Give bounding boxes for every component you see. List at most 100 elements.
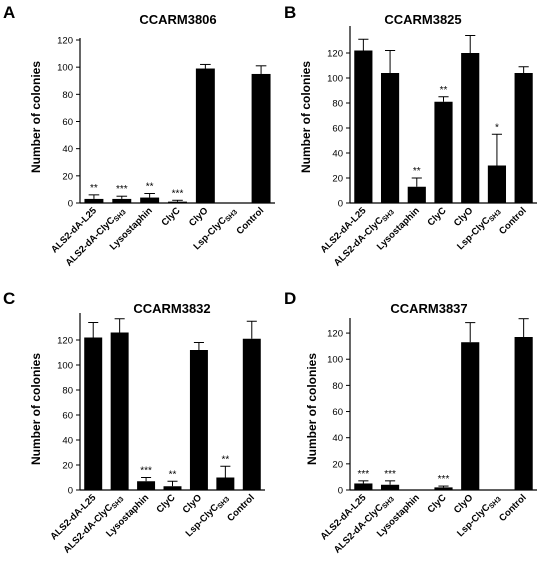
x-tick-label: Lysostaphin — [108, 205, 155, 252]
panel-b: B CCARM3825 Number of colonies 0 20 40 60 80… — [284, 3, 537, 269]
bar — [137, 481, 156, 490]
y-tick-label: 40 — [62, 144, 73, 155]
significance-label: *** — [438, 474, 450, 485]
y-tick-label: 80 — [62, 386, 73, 397]
y-tick-label: 100 — [57, 361, 73, 372]
y-axis-label: Number of colonies — [299, 61, 313, 173]
x-tick-label: ClyO — [187, 205, 210, 228]
y-tick-label: 120 — [327, 329, 343, 340]
x-tick-label: Lysostaphin — [104, 492, 151, 539]
y-axis-label: Number of colonies — [29, 61, 43, 173]
bar — [216, 477, 235, 490]
significance-label: *** — [140, 466, 152, 477]
significance-label: *** — [358, 469, 370, 480]
significance-label: ** — [221, 454, 229, 465]
x-tick-label: ClyC — [426, 205, 449, 228]
panel-letter: A — [3, 3, 15, 22]
significance-label: * — [495, 122, 499, 133]
y-tick-label: 80 — [332, 99, 343, 110]
bar — [195, 68, 215, 204]
bar — [514, 73, 533, 203]
panel-letter: B — [284, 3, 296, 22]
chart-title: CCARM3832 — [133, 301, 210, 316]
y-tick-label: 0 — [338, 199, 343, 210]
bar — [189, 350, 208, 490]
x-tick-label: ClyO — [452, 492, 475, 515]
y-tick-label: 60 — [62, 411, 73, 422]
bar — [354, 483, 373, 490]
y-tick-label: 120 — [57, 336, 73, 347]
y-axis-label: Number of colonies — [305, 353, 319, 465]
y-tick-label: 20 — [332, 174, 343, 185]
bar — [354, 50, 373, 203]
x-tick-label: ClyC — [160, 205, 183, 228]
significance-label: ** — [440, 85, 448, 96]
y-tick-label: 60 — [332, 407, 343, 418]
y-tick-label: 80 — [332, 381, 343, 392]
y-tick-label: 60 — [62, 117, 73, 128]
bar — [84, 198, 104, 203]
bar — [434, 487, 453, 490]
y-tick-label: 120 — [57, 36, 73, 47]
bar — [461, 53, 480, 203]
y-tick-label: 80 — [62, 90, 73, 101]
bar — [242, 338, 261, 490]
bar — [140, 197, 160, 203]
significance-label: ** — [146, 181, 154, 192]
x-tick-label: ClyO — [181, 492, 204, 515]
y-tick-label: 40 — [62, 436, 73, 447]
significance-label: ** — [413, 166, 421, 177]
bar — [434, 101, 453, 203]
x-tick-label: Lysostaphin — [375, 205, 422, 252]
bar — [163, 486, 182, 490]
x-tick-label: Lysostaphin — [375, 492, 422, 539]
bar — [380, 73, 400, 203]
y-tick-label: 20 — [62, 461, 73, 472]
x-tick-label: Control — [235, 205, 267, 237]
x-tick-label: ClyC — [426, 492, 449, 515]
y-axis-label: Number of colonies — [29, 353, 43, 465]
x-tick-label: Control — [497, 492, 529, 524]
y-tick-label: 100 — [327, 355, 343, 366]
bar — [112, 198, 132, 203]
y-tick-label: 20 — [62, 171, 73, 182]
x-tick-label: ClyC — [155, 492, 178, 515]
y-tick-label: 100 — [327, 74, 343, 85]
panel-a: A CCARM3806 Number of colonies 0 20 40 60 80… — [3, 3, 275, 269]
panel-letter: D — [284, 289, 296, 308]
significance-label: ** — [169, 469, 177, 480]
y-tick-label: 20 — [332, 459, 343, 470]
bar — [380, 484, 400, 490]
bar — [487, 165, 507, 203]
chart-title: CCARM3837 — [390, 301, 467, 316]
bar — [168, 201, 187, 203]
bar — [514, 337, 533, 490]
x-tick-label: ClyO — [452, 205, 475, 228]
significance-label: ** — [90, 183, 98, 194]
significance-label: *** — [384, 469, 396, 480]
x-tick-label: Control — [497, 205, 529, 237]
chart-title: CCARM3806 — [139, 12, 216, 27]
bar — [84, 337, 103, 490]
chart-title: CCARM3825 — [384, 12, 461, 27]
x-tick-label: Control — [225, 492, 257, 524]
y-tick-label: 40 — [332, 433, 343, 444]
y-tick-label: 0 — [68, 199, 73, 210]
significance-label: *** — [172, 188, 184, 199]
y-tick-label: 0 — [68, 486, 73, 497]
panel-d: D CCARM3837 Number of colonies 0 20 40 60 80… — [284, 289, 537, 556]
y-tick-label: 100 — [57, 63, 73, 74]
bar — [251, 73, 271, 203]
y-tick-label: 40 — [332, 149, 343, 160]
y-tick-label: 60 — [332, 124, 343, 135]
bar — [110, 332, 129, 490]
panel-letter: C — [3, 289, 15, 308]
bar — [407, 186, 426, 203]
significance-label: *** — [116, 184, 128, 195]
bar — [461, 342, 480, 490]
y-tick-label: 120 — [327, 49, 343, 60]
panel-c: C CCARM3832 Number of colonies 0 20 40 60 80… — [3, 289, 265, 556]
y-tick-label: 0 — [338, 486, 343, 497]
